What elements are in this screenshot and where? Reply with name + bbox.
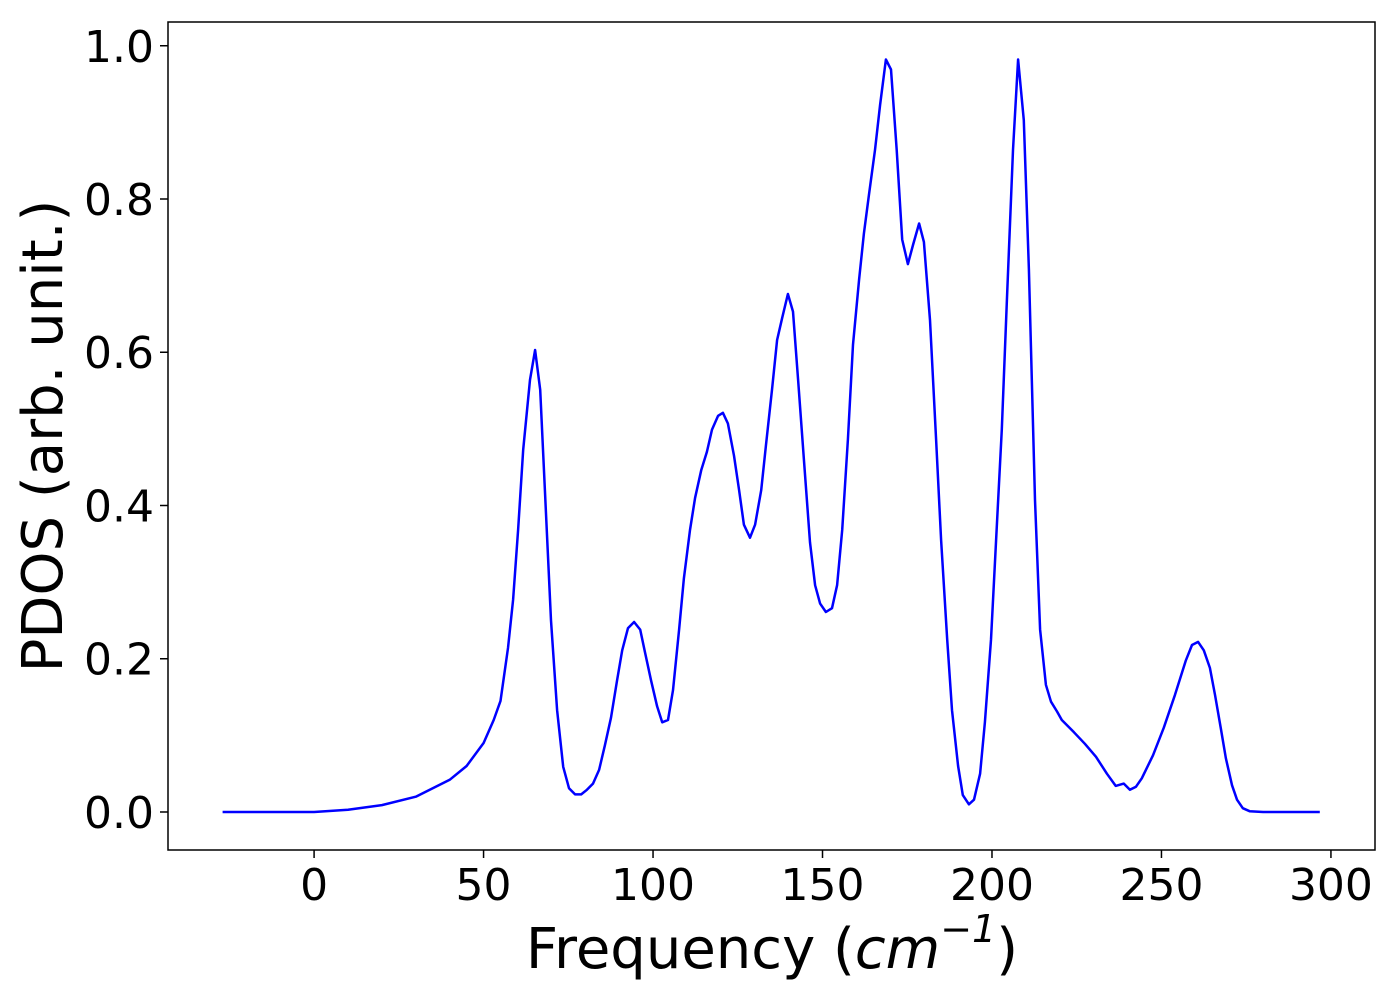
x-tick-label: 100 [611,860,695,911]
pdos-line [222,58,1320,814]
y-tick-label: 0.2 [84,635,154,686]
x-tick-label: 300 [1289,860,1373,911]
x-label-math: cm [855,917,940,982]
x-tick-label: 150 [781,860,865,911]
y-tick-label: 1.0 [84,22,154,73]
x-label-superscript: −1 [940,907,996,951]
x-label-text: Frequency ( [526,917,855,982]
x-tick-label: 250 [1119,860,1203,911]
y-tick-label: 0.4 [84,481,154,532]
plot-frame [167,21,1376,851]
y-tick-label: 0.8 [84,175,154,226]
x-label-close: ) [996,917,1018,982]
y-tick-label: 0.6 [84,328,154,379]
y-tick-label: 0.0 [84,788,154,839]
x-tick-label: 200 [950,860,1034,911]
y-axis-label: PDOS (arb. unit.) [11,200,76,673]
x-axis-label: Frequency (cm−1) [526,907,1018,982]
x-tick-label: 0 [300,860,328,911]
x-tick-label: 50 [456,860,512,911]
